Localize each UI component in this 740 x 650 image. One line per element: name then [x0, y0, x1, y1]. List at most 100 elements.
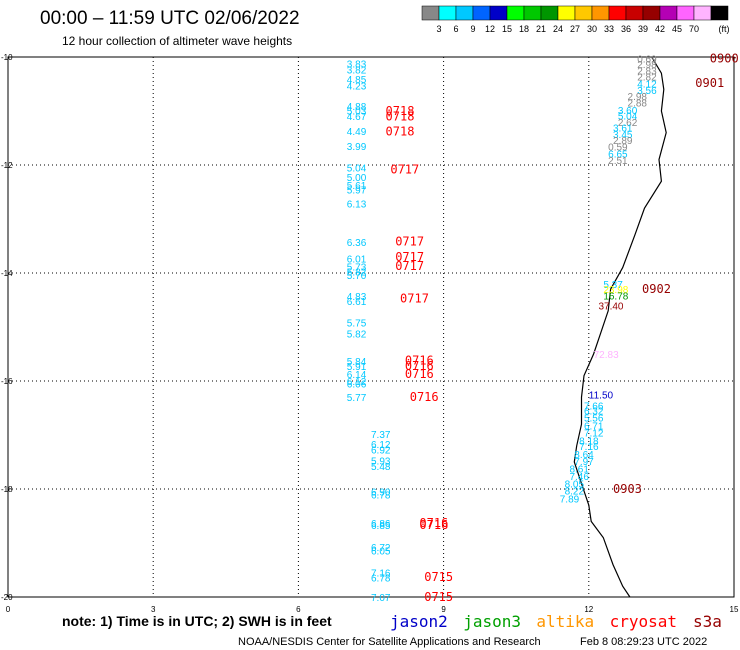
- colorbar-label: 24: [553, 24, 563, 34]
- colorbar-label: 6: [453, 24, 458, 34]
- time-label: 0902: [642, 282, 671, 296]
- wave-height-label: 72.83: [594, 350, 619, 361]
- colorbar-label: 21: [536, 24, 546, 34]
- wave-height-label: 7.16: [579, 442, 599, 453]
- timestamp-text: Feb 8 08:29:23 UTC 2022: [580, 636, 707, 648]
- chart-title: 00:00 – 11:59 UTC 02/06/2022: [40, 8, 300, 29]
- wave-height-label: 6.71: [584, 421, 604, 432]
- wave-height-label: 5.97: [347, 185, 367, 196]
- wave-height-label: 3.60: [618, 106, 638, 117]
- wave-height-label: 5.61: [347, 181, 367, 192]
- wave-height-label: 5.00: [347, 173, 367, 184]
- colorbar-label: 9: [470, 24, 475, 34]
- time-label: 0716: [410, 390, 439, 404]
- time-label: 0715: [424, 590, 453, 604]
- wave-height-label: 3.82: [347, 65, 367, 76]
- wave-height-label: 8.05: [565, 480, 585, 491]
- wave-height-label: 8.22: [565, 487, 585, 498]
- wave-height-label: 5.82: [347, 267, 367, 278]
- time-label: 0716: [419, 518, 448, 532]
- colorbar-label: 12: [485, 24, 495, 34]
- legend-jason2: jason2: [390, 612, 448, 631]
- wave-height-label: 6.65: [608, 150, 628, 161]
- colorbar-label: 45: [672, 24, 682, 34]
- time-label: 0717: [400, 291, 429, 305]
- legend-s3a: s3a: [693, 612, 722, 631]
- x-tick-label: 3: [151, 605, 156, 614]
- wave-height-label: 3.56: [637, 86, 657, 97]
- colorbar-label: 3: [436, 24, 441, 34]
- colorbar-label: 30: [587, 24, 597, 34]
- wave-height-label: 6.32: [584, 407, 604, 418]
- time-label: 0715: [424, 570, 453, 584]
- wave-height-label: 6.01: [347, 254, 367, 265]
- x-tick-label: 0: [6, 605, 11, 614]
- wave-height-label: 7.07: [371, 593, 391, 604]
- y-tick-label: -14: [1, 269, 13, 278]
- time-label: 0717: [395, 235, 424, 249]
- colorbar-swatch: [557, 5, 576, 21]
- x-tick-label: 6: [296, 605, 301, 614]
- colorbar-swatch: [455, 5, 474, 21]
- wave-height-label: 2.82: [637, 72, 657, 83]
- colorbar-unit: (ft): [719, 24, 730, 34]
- wave-height-label: 8.18: [579, 436, 599, 447]
- legend-altika: altika: [536, 612, 594, 631]
- wave-height-label: 6.12: [371, 440, 391, 451]
- y-tick-label: -12: [1, 161, 13, 170]
- chart-subtitle: 12 hour collection of altimeter wave hei…: [62, 34, 292, 48]
- wave-height-label: 5.75: [347, 319, 367, 330]
- wave-height-label: 5.04: [347, 164, 367, 175]
- colorbar-swatch: [523, 5, 542, 21]
- time-label: 0717: [395, 250, 424, 264]
- time-label: 0716: [419, 516, 448, 530]
- wave-height-label: 6.86: [371, 519, 391, 530]
- colorbar-swatch: [625, 5, 644, 21]
- colorbar-swatch: [506, 5, 525, 21]
- wave-height-label: 2.88: [628, 98, 648, 109]
- colorbar-swatch: [659, 5, 678, 21]
- wave-height-label: 3.99: [347, 142, 367, 153]
- wave-height-label: 6.78: [371, 490, 391, 501]
- colorbar-label: 15: [502, 24, 512, 34]
- wave-height-label: 3.61: [613, 124, 633, 135]
- colorbar-swatch: [540, 5, 559, 21]
- time-label: 0900: [710, 52, 739, 66]
- colorbar-swatch: [676, 5, 695, 21]
- wave-height-label: 4.12: [637, 79, 657, 90]
- wave-height-label: 2.98: [628, 92, 648, 103]
- footer-note: note: 1) Time is in UTC; 2) SWH is in fe…: [62, 613, 332, 629]
- wave-height-label: 6.92: [371, 446, 391, 457]
- colorbar-swatch: [421, 5, 440, 21]
- colorbar-label: 33: [604, 24, 614, 34]
- time-label: 0717: [390, 162, 419, 176]
- wave-height-label: 6.72: [371, 543, 391, 554]
- y-tick-label: -16: [1, 377, 13, 386]
- wave-height-label: 5.91: [347, 362, 367, 373]
- y-tick-label: -20: [1, 593, 13, 602]
- wave-height-label: 2.89: [613, 136, 633, 147]
- wave-height-label: 7.66: [584, 401, 604, 412]
- wave-height-label: 6.14: [347, 370, 367, 381]
- wave-height-label: 5.03: [347, 106, 367, 117]
- wave-height-label: 6.85: [371, 521, 391, 532]
- colorbar-swatch: [710, 5, 729, 21]
- legend-jason3: jason3: [463, 612, 521, 631]
- wave-height-label: 7.46: [569, 472, 589, 483]
- time-label: 0717: [395, 259, 424, 273]
- colorbar: 3 6 9 12 15 18 21 24 27 30 33 36 39 42 45 70 (ft): [421, 5, 730, 34]
- wave-height-label: 4.67: [347, 112, 367, 123]
- colorbar-swatch: [608, 5, 627, 21]
- time-label: 0901: [695, 76, 724, 90]
- time-label: 0903: [613, 482, 642, 496]
- wave-height-label: 23.98: [603, 285, 628, 296]
- wave-height-label: 7.16: [371, 569, 391, 580]
- wave-height-label: 6.36: [347, 238, 367, 249]
- colorbar-label: 70: [689, 24, 699, 34]
- wave-height-label: 16.78: [603, 292, 628, 303]
- wave-height-label: 4.49: [347, 127, 367, 138]
- wave-height-label: 6.13: [347, 199, 367, 210]
- wave-height-label: 5.77: [347, 393, 367, 404]
- wave-height-label: 6.05: [371, 547, 391, 558]
